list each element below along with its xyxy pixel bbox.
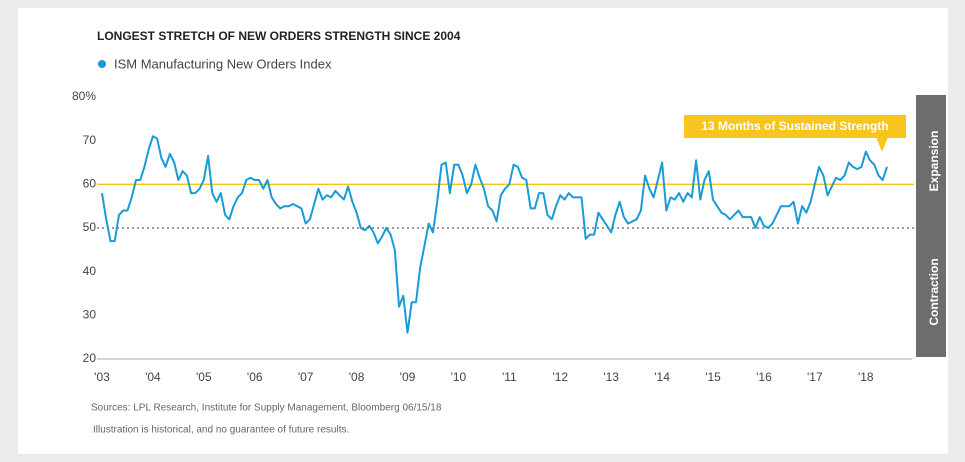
x-tick-label: '15 xyxy=(705,370,721,384)
x-tick-label: '05 xyxy=(196,370,212,384)
y-tick-label: 80% xyxy=(72,89,96,103)
y-tick-label: 30 xyxy=(83,308,97,322)
y-tick-label: 50 xyxy=(83,220,97,234)
legend-label: ISM Manufacturing New Orders Index xyxy=(114,56,332,71)
annotation-pointer xyxy=(876,137,888,152)
x-tick-label: '06 xyxy=(247,370,263,384)
x-tick-label: '13 xyxy=(603,370,619,384)
x-tick-label: '03 xyxy=(94,370,110,384)
x-tick-label: '12 xyxy=(552,370,568,384)
x-tick-label: '16 xyxy=(756,370,772,384)
y-tick-label: 60 xyxy=(83,177,97,191)
chart-title: LONGEST STRETCH OF NEW ORDERS STRENGTH S… xyxy=(97,29,461,43)
x-tick-label: '10 xyxy=(451,370,467,384)
x-tick-label: '09 xyxy=(400,370,416,384)
annotation: 13 Months of Sustained Strength xyxy=(701,119,888,133)
series-line xyxy=(101,135,888,334)
legend-swatch xyxy=(98,60,106,68)
x-tick-label: '07 xyxy=(298,370,314,384)
zone-bar xyxy=(916,95,946,357)
x-tick-label: '04 xyxy=(145,370,161,384)
y-tick-label: 20 xyxy=(83,351,97,365)
zone-label: Expansion xyxy=(927,131,941,192)
x-tick-label: '08 xyxy=(349,370,365,384)
x-tick-label: '14 xyxy=(654,370,670,384)
source: Sources: LPL Research, Institute for Sup… xyxy=(91,403,442,414)
note: Illustration is historical, and no guara… xyxy=(93,425,349,436)
annotation-box xyxy=(684,115,906,138)
zone-label: Contraction xyxy=(927,258,941,325)
x-tick-label: '17 xyxy=(807,370,823,384)
y-tick-label: 70 xyxy=(83,133,97,147)
x-tick-label: '11 xyxy=(502,370,517,384)
card xyxy=(18,8,948,454)
y-tick-label: 40 xyxy=(83,264,97,278)
x-tick-label: '18 xyxy=(858,370,874,384)
